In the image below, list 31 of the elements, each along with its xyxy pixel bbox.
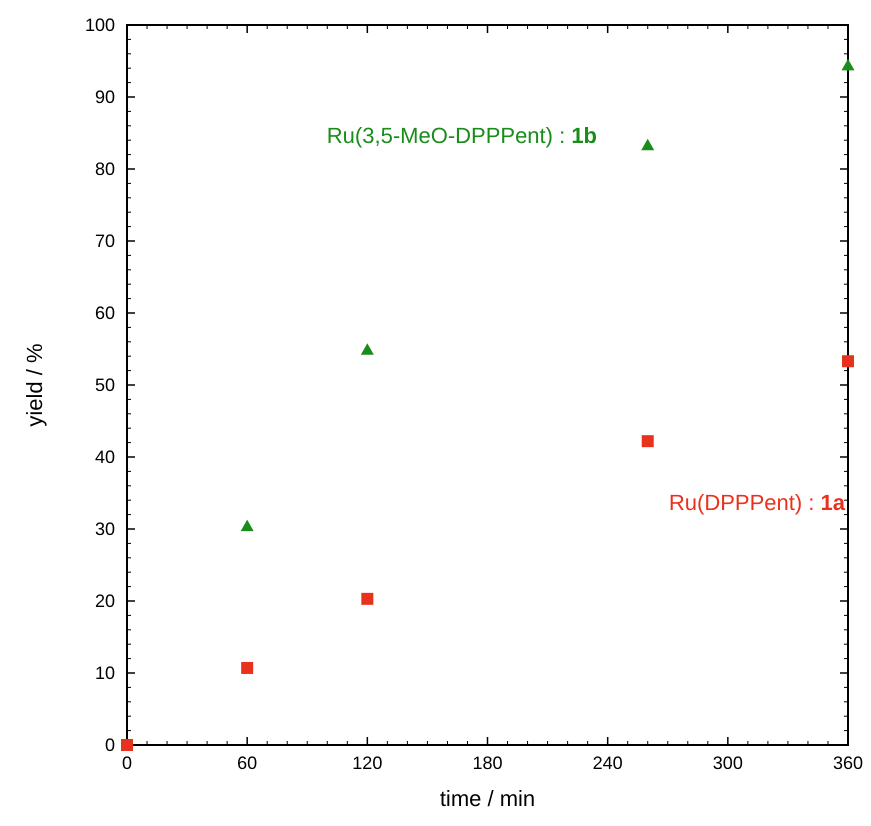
x-tick-label: 300 xyxy=(712,753,743,773)
text: Ru(DPPPent) : 1a xyxy=(668,490,846,515)
y-tick-label: 60 xyxy=(94,303,115,323)
point xyxy=(121,739,133,751)
point xyxy=(241,662,254,674)
point xyxy=(641,138,654,150)
point xyxy=(842,58,854,70)
x-tick-label: 180 xyxy=(472,753,503,773)
x-tick-label: 240 xyxy=(592,753,623,773)
y-tick-label: 70 xyxy=(94,231,115,251)
point xyxy=(240,520,254,532)
y-tick-label: 40 xyxy=(94,447,115,467)
x-axis-title: time / min xyxy=(440,786,536,811)
y-tick-label: 0 xyxy=(104,735,115,755)
y-tick-label: 80 xyxy=(94,159,115,179)
x-tick-label: 60 xyxy=(237,753,258,773)
x-tick-label: 360 xyxy=(832,753,864,773)
y-tick-label: 90 xyxy=(94,87,115,107)
y-tick-label: 30 xyxy=(94,519,115,539)
point xyxy=(842,355,854,368)
text: Ru(3,5-MeO-DPPPent) : 1b xyxy=(326,123,597,148)
y-tick-label: 100 xyxy=(84,15,115,35)
x-tick-label: 0 xyxy=(122,753,132,773)
y-axis-title: yield / % xyxy=(22,343,47,427)
y-tick-label: 10 xyxy=(94,663,115,683)
y-tick-label: 50 xyxy=(94,375,115,395)
point xyxy=(642,435,654,448)
y-tick-label: 20 xyxy=(94,591,115,611)
point xyxy=(361,592,374,605)
point xyxy=(360,343,374,355)
x-tick-label: 120 xyxy=(352,753,382,773)
